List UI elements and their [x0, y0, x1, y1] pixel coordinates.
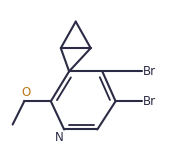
Text: N: N: [55, 131, 64, 144]
Text: Br: Br: [143, 95, 156, 108]
Text: O: O: [21, 86, 31, 99]
Text: Br: Br: [143, 65, 156, 78]
